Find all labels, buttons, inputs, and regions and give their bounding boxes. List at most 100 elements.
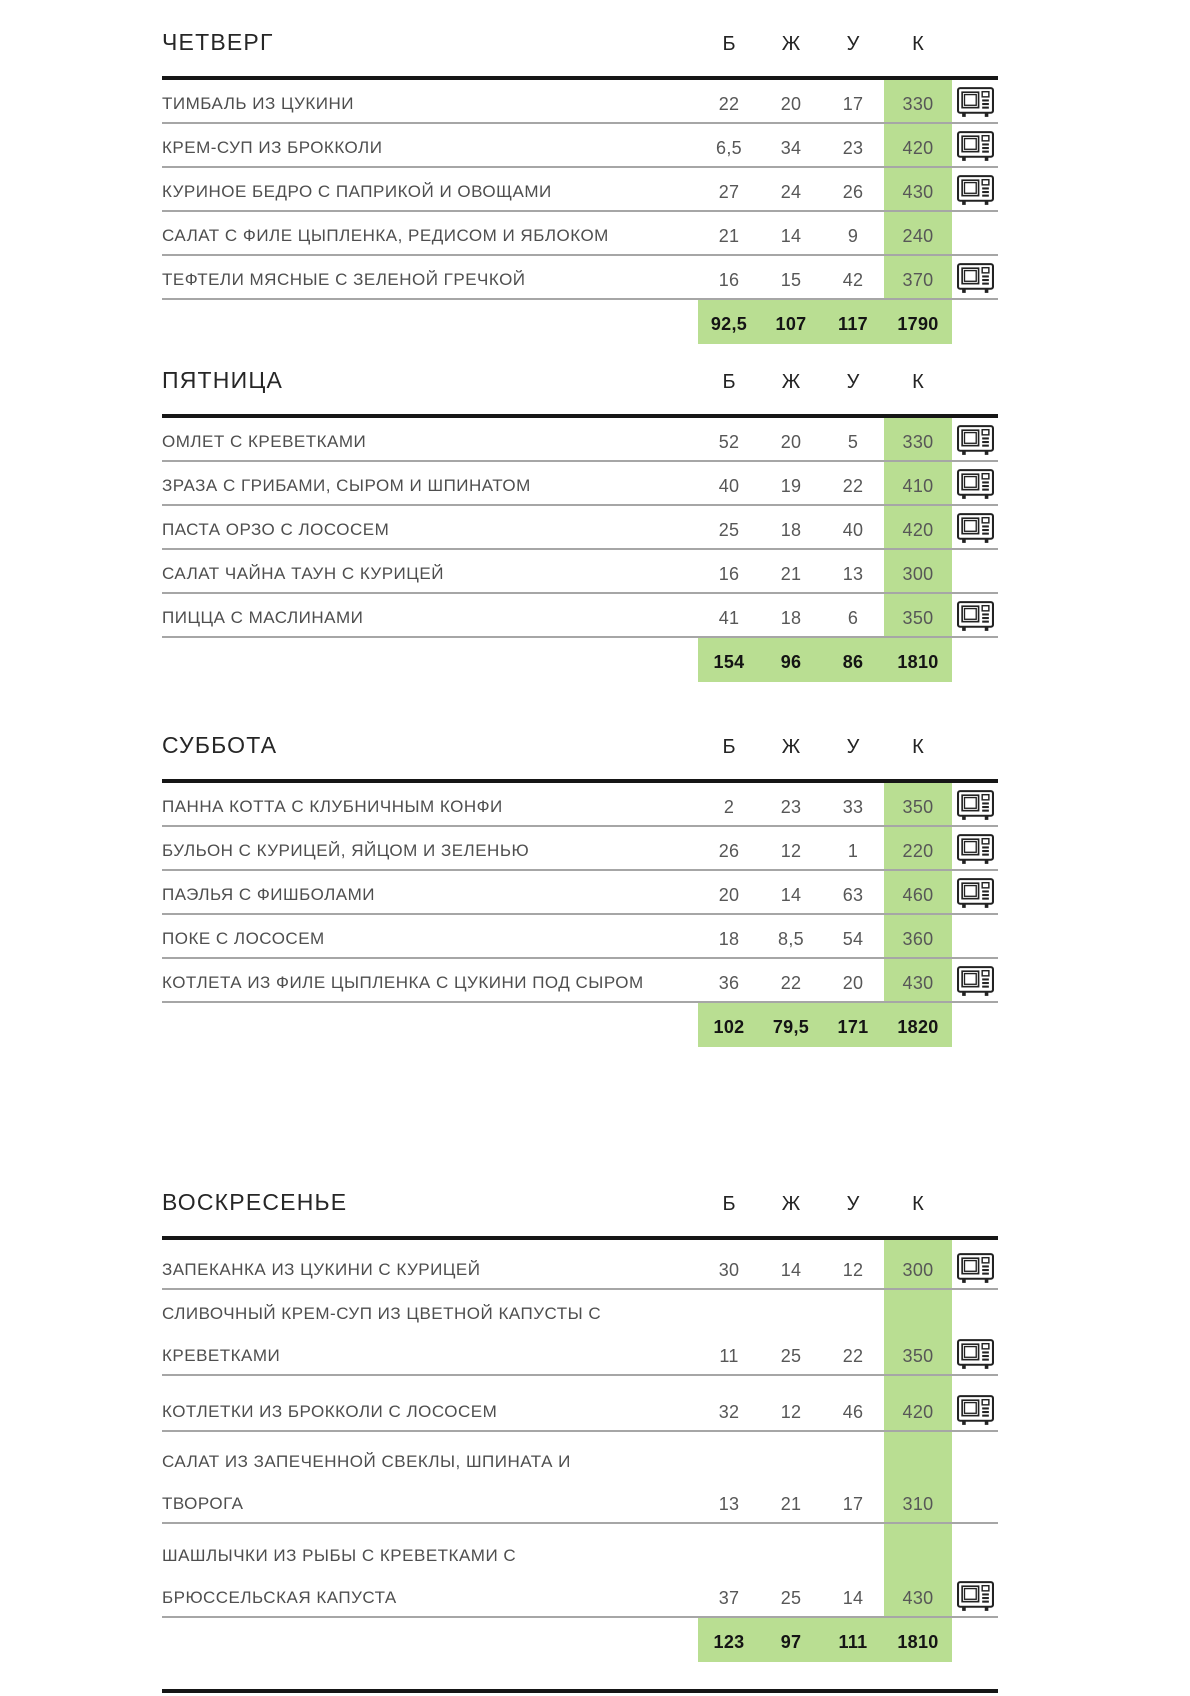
fat-total: 107 xyxy=(775,314,807,334)
carbs-value: 9 xyxy=(847,226,859,246)
protein-total: 154 xyxy=(713,652,745,672)
fat-value: 14 xyxy=(780,1260,802,1280)
fat-value: 25 xyxy=(780,1588,802,1608)
fat-value: 12 xyxy=(780,1402,802,1422)
totals-highlight-block xyxy=(698,300,952,344)
fat-total: 97 xyxy=(780,1632,802,1652)
fat-value: 23 xyxy=(780,797,802,817)
protein-value: 37 xyxy=(718,1588,740,1608)
microwave-icon xyxy=(957,513,994,544)
carbs-value: 20 xyxy=(842,973,864,993)
dish-name: ПАННА КОТТА С КЛУБНИЧНЫМ КОНФИ xyxy=(162,797,503,816)
microwave-icon xyxy=(957,425,994,456)
protein-value: 20 xyxy=(718,885,740,905)
microwave-icon xyxy=(957,878,994,909)
meal-table: ТИМБАЛЬ ИЗ ЦУКИНИ 22 20 17 330 КРЕМ-СУП … xyxy=(162,76,998,344)
microwave-icon-slot xyxy=(952,1395,998,1422)
totals-highlight-block xyxy=(698,638,952,682)
day-section-saturday: СУББОТА Б Ж У К ПАННА КОТТА С КЛУБНИЧНЫМ… xyxy=(162,729,998,1047)
fat-total: 96 xyxy=(780,652,802,672)
calories-highlight-band xyxy=(884,1240,952,1662)
calories-value: 430 xyxy=(902,1588,934,1608)
calories-value: 460 xyxy=(902,885,934,905)
dish-name-line-2: ТВОРОГА xyxy=(162,1494,244,1513)
protein-total: 123 xyxy=(713,1632,745,1652)
protein-value: 22 xyxy=(718,94,740,114)
column-header-fat: Ж xyxy=(781,371,801,393)
fat-value: 25 xyxy=(780,1346,802,1366)
microwave-icon-slot xyxy=(952,790,998,817)
table-row: САЛАТ С ФИЛЕ ЦЫПЛЕНКА, РЕДИСОМ И ЯБЛОКОМ… xyxy=(162,212,998,256)
calories-value: 220 xyxy=(902,841,934,861)
carbs-value: 42 xyxy=(842,270,864,290)
section-header: СУББОТА Б Ж У К xyxy=(162,729,998,759)
dish-name: ЗАПЕКАНКА ИЗ ЦУКИНИ С КУРИЦЕЙ xyxy=(162,1260,481,1279)
day-title: ПЯТНИЦА xyxy=(162,367,284,393)
fat-value: 19 xyxy=(780,476,802,496)
microwave-icon-slot xyxy=(952,601,998,628)
microwave-icon-slot xyxy=(952,469,998,496)
table-row: КУРИНОЕ БЕДРО С ПАПРИКОЙ И ОВОЩАМИ 27 24… xyxy=(162,168,998,212)
calories-value: 420 xyxy=(902,1402,934,1422)
fat-value: 34 xyxy=(780,138,802,158)
carbs-total: 171 xyxy=(837,1017,869,1037)
microwave-icon xyxy=(957,966,994,997)
calories-value: 430 xyxy=(902,973,934,993)
section-header: ПЯТНИЦА Б Ж У К xyxy=(162,364,998,394)
carbs-value: 12 xyxy=(842,1260,864,1280)
calories-value: 330 xyxy=(902,432,934,452)
protein-value: 18 xyxy=(718,929,740,949)
protein-value: 27 xyxy=(718,182,740,202)
fat-value: 20 xyxy=(780,432,802,452)
dish-name: БУЛЬОН С КУРИЦЕЙ, ЯЙЦОМ И ЗЕЛЕНЬЮ xyxy=(162,841,530,860)
dish-name: ПАЭЛЬЯ С ФИШБОЛАМИ xyxy=(162,885,375,904)
column-header-carbs: У xyxy=(846,33,860,55)
microwave-icon xyxy=(957,834,994,865)
table-row: СЛИВОЧНЫЙ КРЕМ-СУП ИЗ ЦВЕТНОЙ КАПУСТЫ С … xyxy=(162,1290,998,1376)
carbs-value: 14 xyxy=(842,1588,864,1608)
calories-total: 1790 xyxy=(897,314,939,334)
carbs-value: 23 xyxy=(842,138,864,158)
calories-value: 310 xyxy=(902,1494,934,1514)
protein-value: 21 xyxy=(718,226,740,246)
microwave-icon xyxy=(957,87,994,118)
meal-table: ЗАПЕКАНКА ИЗ ЦУКИНИ С КУРИЦЕЙ 30 14 12 3… xyxy=(162,1236,998,1662)
totals-row: 92,5 107 117 1790 xyxy=(162,300,998,344)
dish-name: КОТЛЕТКИ ИЗ БРОККОЛИ С ЛОСОСЕМ xyxy=(162,1402,498,1421)
protein-value: 16 xyxy=(718,270,740,290)
protein-value: 41 xyxy=(718,608,740,628)
totals-row: 154 96 86 1810 xyxy=(162,638,998,682)
column-header-calories: К xyxy=(912,33,924,55)
dish-name-line-1: ШАШЛЫЧКИ ИЗ РЫБЫ С КРЕВЕТКАМИ С xyxy=(162,1546,517,1565)
totals-highlight-block xyxy=(698,1003,952,1047)
table-row: КРЕМ-СУП ИЗ БРОККОЛИ 6,5 34 23 420 xyxy=(162,124,998,168)
protein-value: 30 xyxy=(718,1260,740,1280)
dish-name: ТЕФТЕЛИ МЯСНЫЕ С ЗЕЛЕНОЙ ГРЕЧКОЙ xyxy=(162,270,526,289)
microwave-icon-slot xyxy=(952,1339,998,1366)
column-header-protein: Б xyxy=(722,371,736,393)
dish-name: ШАШЛЫЧКИ ИЗ РЫБЫ С КРЕВЕТКАМИ С БРЮССЕЛЬ… xyxy=(162,1546,698,1608)
table-row: ЗРАЗА С ГРИБАМИ, СЫРОМ И ШПИНАТОМ 40 19 … xyxy=(162,462,998,506)
meal-table: ОМЛЕТ С КРЕВЕТКАМИ 52 20 5 330 ЗРАЗА С Г… xyxy=(162,414,998,682)
fat-value: 15 xyxy=(780,270,802,290)
fat-value: 20 xyxy=(780,94,802,114)
fat-value: 18 xyxy=(780,520,802,540)
microwave-icon-slot xyxy=(952,966,998,993)
table-row: САЛАТ ЧАЙНА ТАУН С КУРИЦЕЙ 16 21 13 300 xyxy=(162,550,998,594)
section-header: ЧЕТВЕРГ Б Ж У К xyxy=(162,26,998,56)
column-header-fat: Ж xyxy=(781,736,801,758)
carbs-value: 22 xyxy=(842,476,864,496)
day-title: СУББОТА xyxy=(162,732,278,758)
column-header-fat: Ж xyxy=(781,1193,801,1215)
microwave-icon-slot xyxy=(952,175,998,202)
microwave-icon-slot xyxy=(952,878,998,905)
carbs-value: 6 xyxy=(847,608,859,628)
column-header-protein: Б xyxy=(722,33,736,55)
table-row: КОТЛЕТА ИЗ ФИЛЕ ЦЫПЛЕНКА С ЦУКИНИ ПОД СЫ… xyxy=(162,959,998,1003)
protein-value: 36 xyxy=(718,973,740,993)
day-section-sunday: ВОСКРЕСЕНЬЕ Б Ж У К ЗАПЕКАНКА ИЗ ЦУКИНИ … xyxy=(162,1186,998,1662)
fat-value: 24 xyxy=(780,182,802,202)
protein-total: 92,5 xyxy=(710,314,748,334)
dish-name-line-2: КРЕВЕТКАМИ xyxy=(162,1346,281,1365)
microwave-icon xyxy=(957,131,994,162)
